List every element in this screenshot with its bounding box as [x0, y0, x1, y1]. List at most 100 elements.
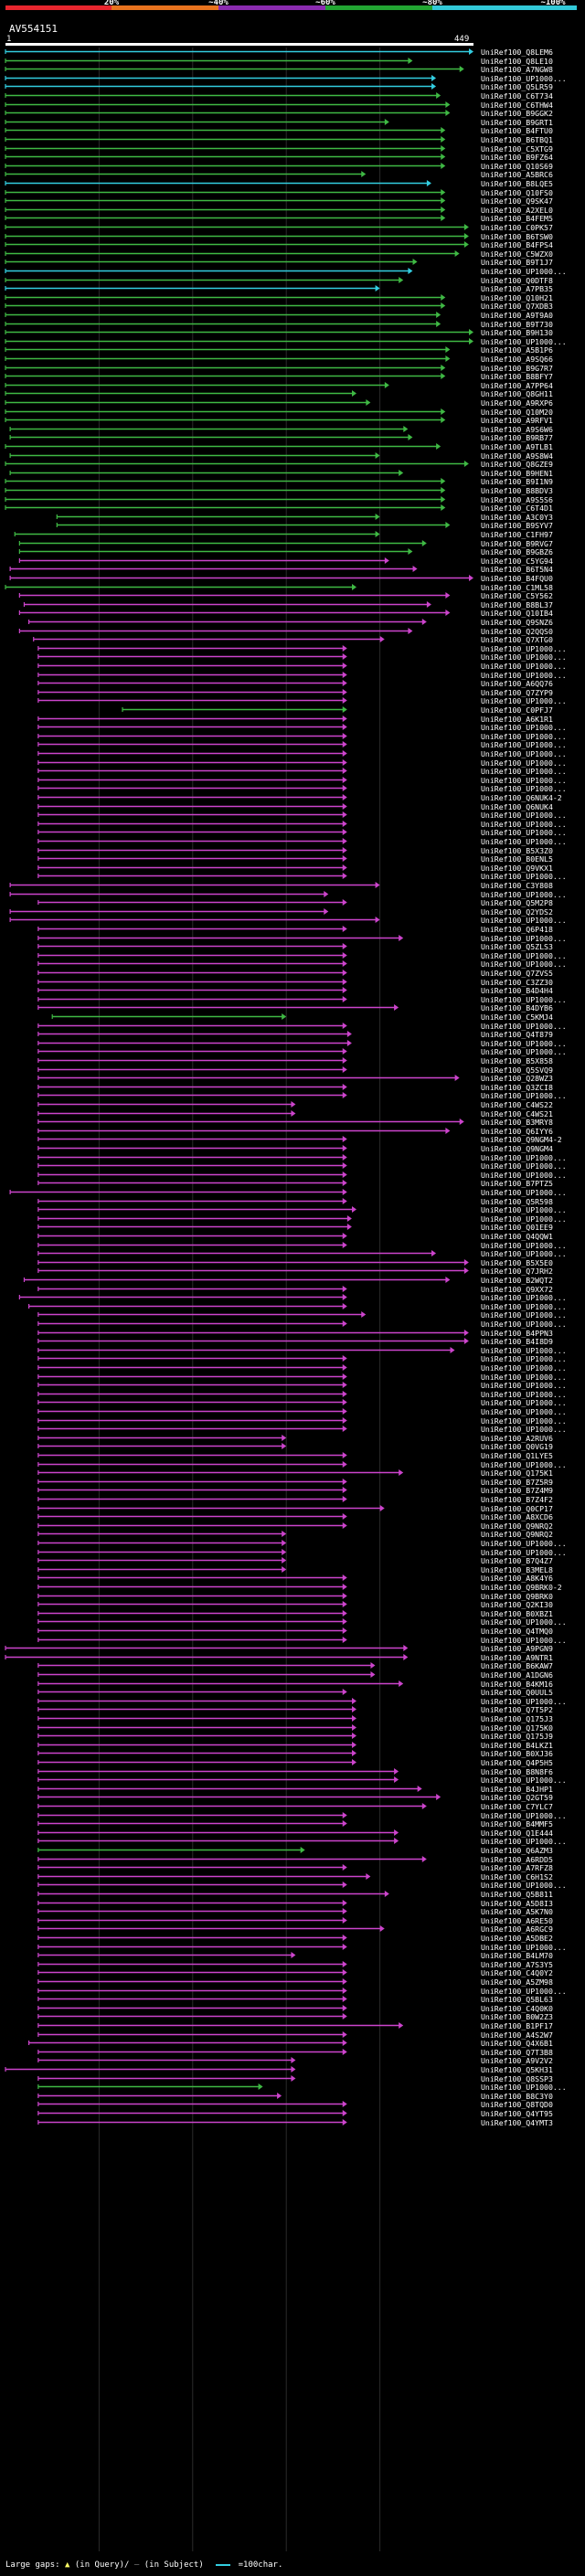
- hit-label[interactable]: UniRef100_B4KM16: [481, 1679, 553, 1689]
- hit-label[interactable]: UniRef100_UP1000...: [481, 1696, 567, 1706]
- hit-label[interactable]: UniRef100_UP1000...: [481, 827, 567, 837]
- hit-label[interactable]: UniRef100_Q6IYY6: [481, 1126, 553, 1136]
- hit-label[interactable]: UniRef100_A9RFV1: [481, 415, 553, 425]
- hit-label[interactable]: UniRef100_UP1000...: [481, 1389, 567, 1399]
- hit-label[interactable]: UniRef100_UP1000...: [481, 915, 567, 925]
- hit-label[interactable]: UniRef100_C1ML58: [481, 582, 553, 592]
- hit-label[interactable]: UniRef100_UP1000...: [481, 950, 567, 960]
- hit-label[interactable]: UniRef100_Q7JRH2: [481, 1266, 553, 1276]
- hit-label[interactable]: UniRef100_A8XCD6: [481, 1511, 553, 1521]
- hit-label[interactable]: UniRef100_UP1000...: [481, 695, 567, 705]
- hit-label[interactable]: UniRef100_Q4QQW1: [481, 1231, 553, 1241]
- hit-label[interactable]: UniRef100_Q10S69: [481, 161, 553, 171]
- hit-label[interactable]: UniRef100_UP1000...: [481, 1397, 567, 1407]
- hit-label[interactable]: UniRef100_Q1E444: [481, 1828, 553, 1838]
- hit-label[interactable]: UniRef100_B4D4H4: [481, 985, 553, 995]
- hit-label[interactable]: UniRef100_UP1000...: [481, 1362, 567, 1373]
- hit-label[interactable]: UniRef100_Q10FS0: [481, 187, 553, 197]
- hit-label[interactable]: UniRef100_Q7T5P2: [481, 1704, 553, 1714]
- hit-label[interactable]: UniRef100_UP1000...: [481, 2082, 567, 2092]
- hit-label[interactable]: UniRef100_UP1000...: [481, 1547, 567, 1557]
- hit-label[interactable]: UniRef100_Q2KI30: [481, 1599, 553, 1609]
- hit-label[interactable]: UniRef100_UP1000...: [481, 836, 567, 846]
- hit-label[interactable]: UniRef100_UP1000...: [481, 1301, 567, 1311]
- hit-label[interactable]: UniRef100_A9RXP6: [481, 398, 553, 408]
- hit-label[interactable]: UniRef100_C3ZZ30: [481, 977, 553, 987]
- hit-label[interactable]: UniRef100_UP1000...: [481, 73, 567, 83]
- hit-label[interactable]: UniRef100_Q4T879: [481, 1029, 553, 1039]
- hit-label[interactable]: UniRef100_B4PPN3: [481, 1328, 553, 1338]
- hit-label[interactable]: UniRef100_UP1000...: [481, 889, 567, 899]
- hit-label[interactable]: UniRef100_UP1000...: [481, 1345, 567, 1355]
- hit-label[interactable]: UniRef100_A8K4Y6: [481, 1573, 553, 1583]
- hit-label[interactable]: UniRef100_Q01EE9: [481, 1222, 553, 1232]
- hit-label[interactable]: UniRef100_UP1000...: [481, 1038, 567, 1048]
- hit-label[interactable]: UniRef100_Q2QQS0: [481, 626, 553, 636]
- hit-label[interactable]: UniRef100_Q175J3: [481, 1713, 553, 1723]
- hit-label[interactable]: UniRef100_B2WQT2: [481, 1275, 553, 1285]
- hit-label[interactable]: UniRef100_A9TLB1: [481, 441, 553, 451]
- hit-label[interactable]: UniRef100_Q3ZCI8: [481, 1082, 553, 1092]
- hit-label[interactable]: UniRef100_UP1000...: [481, 266, 567, 276]
- hit-label[interactable]: UniRef100_C0PFJ7: [481, 705, 553, 715]
- hit-label[interactable]: UniRef100_A7RFZ8: [481, 1862, 553, 1872]
- hit-label[interactable]: UniRef100_C5WZX0: [481, 249, 553, 259]
- hit-label[interactable]: UniRef100_B8LQE5: [481, 178, 553, 188]
- hit-label[interactable]: UniRef100_B9RVG7: [481, 538, 553, 548]
- hit-label[interactable]: UniRef100_Q9NRQ2: [481, 1521, 553, 1531]
- hit-label[interactable]: UniRef100_UP1000...: [481, 1836, 567, 1846]
- hit-label[interactable]: UniRef100_C4WS21: [481, 1108, 553, 1118]
- hit-label[interactable]: UniRef100_C4Q0K0: [481, 2003, 553, 2013]
- hit-label[interactable]: UniRef100_UP1000...: [481, 1810, 567, 1820]
- hit-label[interactable]: UniRef100_Q9NGM4: [481, 1143, 553, 1153]
- hit-label[interactable]: UniRef100_B4FPS4: [481, 239, 553, 249]
- hit-label[interactable]: UniRef100_B4FEM5: [481, 213, 553, 223]
- hit-label[interactable]: UniRef100_UP1000...: [481, 783, 567, 793]
- hit-label[interactable]: UniRef100_Q10IB4: [481, 608, 553, 618]
- hit-label[interactable]: UniRef100_UP1000...: [481, 1161, 567, 1171]
- hit-label[interactable]: UniRef100_UP1000...: [481, 670, 567, 680]
- hit-label[interactable]: UniRef100_Q5ZLS3: [481, 941, 553, 951]
- hit-label[interactable]: UniRef100_Q4YT95: [481, 2108, 553, 2118]
- hit-label[interactable]: UniRef100_Q7XDB3: [481, 301, 553, 311]
- hit-label[interactable]: UniRef100_UP1000...: [481, 810, 567, 820]
- hit-label[interactable]: UniRef100_Q10H21: [481, 292, 553, 302]
- hit-label[interactable]: UniRef100_B6TSW0: [481, 231, 553, 241]
- hit-label[interactable]: UniRef100_Q28WZ3: [481, 1073, 553, 1083]
- hit-label[interactable]: UniRef100_A4S2W7: [481, 2030, 553, 2040]
- hit-label[interactable]: UniRef100_B7Q4Z7: [481, 1555, 553, 1565]
- hit-label[interactable]: UniRef100_A2RUV6: [481, 1433, 553, 1443]
- hit-label[interactable]: UniRef100_B4FTU0: [481, 125, 553, 135]
- hit-label[interactable]: UniRef100_UP1000...: [481, 722, 567, 732]
- hit-label[interactable]: UniRef100_UP1000...: [481, 1617, 567, 1627]
- hit-label[interactable]: UniRef100_Q5SVQ9: [481, 1065, 553, 1075]
- hit-label[interactable]: UniRef100_UP1000...: [481, 1090, 567, 1100]
- hit-label[interactable]: UniRef100_UP1000...: [481, 652, 567, 662]
- hit-label[interactable]: UniRef100_A7NGW8: [481, 64, 553, 74]
- hit-label[interactable]: UniRef100_UP1000...: [481, 1424, 567, 1434]
- hit-label[interactable]: UniRef100_B7Z4F2: [481, 1494, 553, 1504]
- hit-label[interactable]: UniRef100_UP1000...: [481, 1152, 567, 1162]
- hit-label[interactable]: UniRef100_A5ZM98: [481, 1977, 553, 1987]
- hit-label[interactable]: UniRef100_UP1000...: [481, 1240, 567, 1250]
- hit-label[interactable]: UniRef100_A1DGN6: [481, 1670, 553, 1680]
- hit-label[interactable]: UniRef100_UP1000...: [481, 933, 567, 943]
- hit-label[interactable]: UniRef100_UP1000...: [481, 819, 567, 829]
- hit-label[interactable]: UniRef100_B7Z4M9: [481, 1485, 553, 1495]
- hit-label[interactable]: UniRef100_A6RE50: [481, 1915, 553, 1925]
- hit-label[interactable]: UniRef100_UP1000...: [481, 1046, 567, 1056]
- hit-label[interactable]: UniRef100_Q5M2P8: [481, 897, 553, 907]
- hit-label[interactable]: UniRef100_B4LM70: [481, 1950, 553, 1960]
- hit-label[interactable]: UniRef100_A5DBE2: [481, 1933, 553, 1943]
- hit-label[interactable]: UniRef100_UP1000...: [481, 1942, 567, 1952]
- hit-label[interactable]: UniRef100_B9FZ64: [481, 152, 553, 162]
- hit-label[interactable]: UniRef100_Q4TMQ0: [481, 1626, 553, 1636]
- hit-label[interactable]: UniRef100_C4Q0Y2: [481, 1967, 553, 1977]
- hit-label[interactable]: UniRef100_Q9SK47: [481, 196, 553, 206]
- hit-label[interactable]: UniRef100_B5X3Z0: [481, 845, 553, 855]
- hit-label[interactable]: UniRef100_A9V2V2: [481, 2055, 553, 2065]
- hit-label[interactable]: UniRef100_UP1000...: [481, 1775, 567, 1785]
- hit-label[interactable]: UniRef100_A6QQ76: [481, 678, 553, 688]
- hit-label[interactable]: UniRef100_Q8LE10: [481, 56, 553, 66]
- hit-label[interactable]: UniRef100_B9G7R7: [481, 363, 553, 373]
